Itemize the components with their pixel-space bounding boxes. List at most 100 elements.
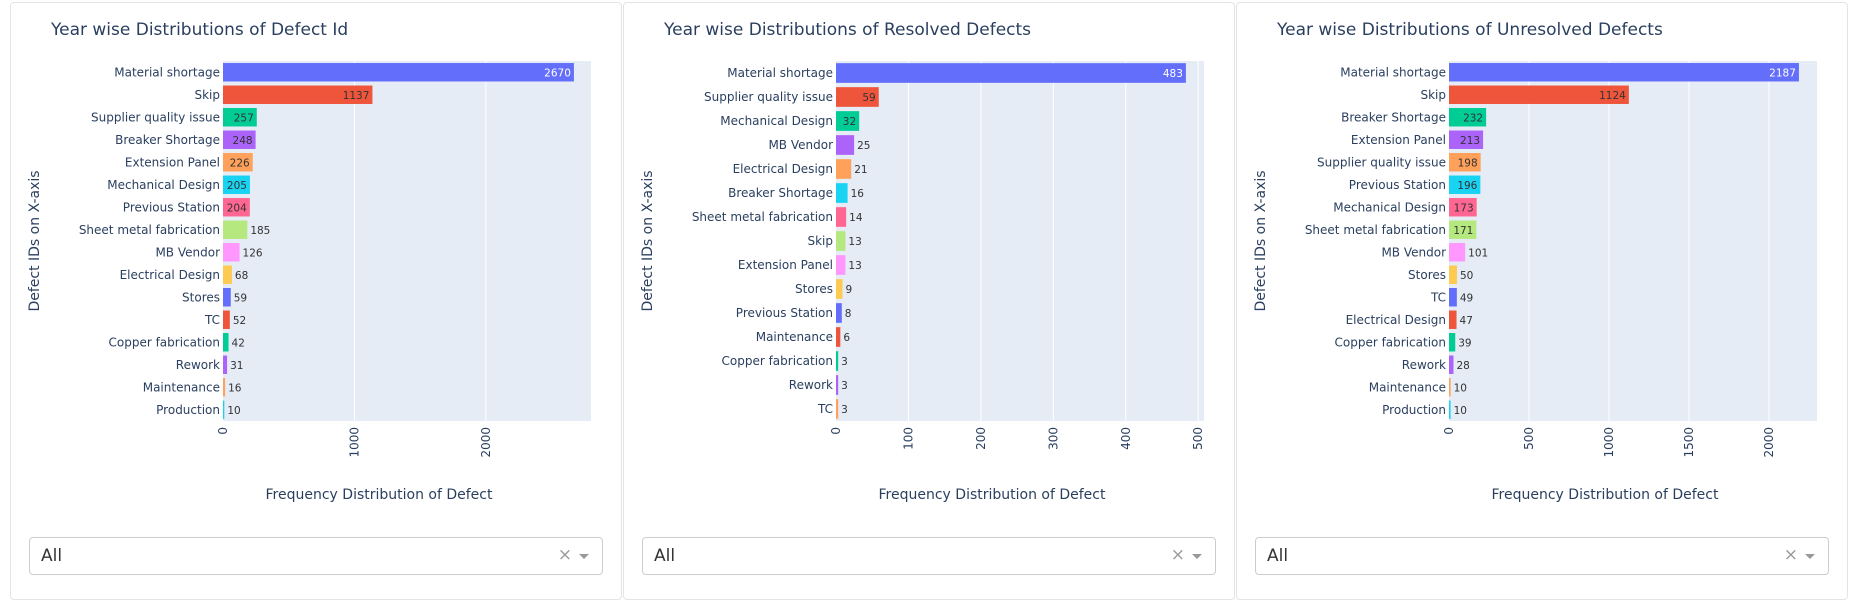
bar[interactable] [836, 351, 839, 371]
plot-area [836, 61, 1204, 421]
bar[interactable] [223, 355, 228, 374]
data-label: 16 [851, 188, 865, 200]
year-dropdown[interactable]: All × [642, 537, 1216, 575]
data-label: 2187 [1769, 67, 1796, 79]
y-tick-label: Rework [176, 358, 220, 372]
bar[interactable] [836, 135, 855, 155]
x-tick-label: 400 [1119, 427, 1133, 450]
y-tick-label: Maintenance [143, 380, 220, 394]
bar[interactable] [223, 265, 232, 284]
dropdown-value: All [654, 546, 676, 566]
y-tick-label: Skip [807, 234, 833, 248]
y-tick-label: TC [1430, 290, 1446, 304]
chevron-down-icon[interactable] [579, 554, 589, 559]
data-label: 198 [1458, 157, 1478, 169]
data-label: 8 [845, 308, 852, 320]
data-label: 2670 [544, 67, 571, 79]
plot-area [1449, 61, 1817, 421]
bar[interactable] [1449, 355, 1454, 374]
x-tick-label: 1500 [1682, 427, 1696, 458]
bar[interactable] [223, 153, 253, 172]
bar[interactable] [1449, 288, 1457, 307]
data-label: 10 [227, 405, 240, 417]
chevron-down-icon[interactable] [1805, 554, 1815, 559]
bar[interactable] [1449, 265, 1457, 284]
bar[interactable] [223, 288, 231, 307]
data-label: 483 [1163, 68, 1183, 80]
bar[interactable] [836, 183, 848, 203]
bar[interactable] [1449, 198, 1477, 217]
bar[interactable] [1449, 220, 1477, 239]
bar[interactable] [223, 108, 257, 127]
bar[interactable] [223, 220, 248, 239]
bar[interactable] [836, 231, 846, 251]
bar[interactable] [836, 159, 852, 179]
data-label: 21 [854, 164, 867, 176]
bar[interactable] [836, 327, 841, 347]
data-label: 126 [243, 247, 263, 259]
y-tick-label: Copper fabrication [109, 335, 221, 349]
bar[interactable] [223, 85, 373, 104]
y-tick-label: Maintenance [1369, 380, 1446, 394]
clear-icon[interactable]: × [1170, 545, 1185, 565]
bar[interactable] [223, 63, 574, 82]
bar[interactable] [836, 87, 879, 107]
clear-icon[interactable]: × [557, 545, 572, 565]
bar[interactable] [223, 130, 256, 149]
bar[interactable] [836, 303, 842, 323]
x-tick-label: 0 [216, 427, 230, 435]
data-label: 196 [1457, 180, 1477, 192]
x-tick-label: 500 [1522, 427, 1536, 450]
chart-title: Year wise Distributions of Defect Id [50, 20, 348, 40]
x-axis-title: Frequency Distribution of Defect [1492, 487, 1719, 503]
bar[interactable] [836, 375, 839, 395]
bar[interactable] [223, 243, 240, 262]
bar[interactable] [1449, 153, 1481, 172]
bar[interactable] [836, 399, 839, 419]
bar[interactable] [223, 175, 250, 194]
data-label: 248 [233, 135, 253, 147]
x-tick-label: 2000 [1762, 427, 1776, 458]
y-tick-label: Sheet metal fabrication [692, 210, 833, 224]
y-axis-title: Defect IDs on X-axis [640, 170, 656, 311]
bar[interactable] [836, 111, 860, 131]
data-label: 59 [234, 292, 247, 304]
y-tick-label: Skip [1420, 88, 1446, 102]
data-label: 59 [862, 92, 875, 104]
bar[interactable] [836, 279, 843, 299]
chevron-down-icon[interactable] [1192, 554, 1202, 559]
y-tick-label: Skip [194, 88, 220, 102]
bar[interactable] [1449, 310, 1457, 329]
data-label: 49 [1460, 292, 1473, 304]
bar[interactable] [1449, 243, 1466, 262]
bar[interactable] [223, 378, 226, 397]
bar[interactable] [1449, 63, 1799, 82]
bar[interactable] [223, 310, 230, 329]
year-dropdown[interactable]: All × [1255, 537, 1829, 575]
bar[interactable] [836, 63, 1186, 83]
data-label: 205 [227, 180, 247, 192]
data-label: 9 [846, 284, 853, 296]
y-tick-label: Extension Panel [125, 155, 220, 169]
chart-title: Year wise Distributions of Unresolved De… [1276, 20, 1663, 40]
data-label: 101 [1468, 247, 1488, 259]
data-label: 6 [843, 332, 850, 344]
year-dropdown[interactable]: All × [29, 537, 603, 575]
y-tick-label: Sheet metal fabrication [79, 223, 220, 237]
clear-icon[interactable]: × [1783, 545, 1798, 565]
bar[interactable] [223, 198, 250, 217]
bar[interactable] [1449, 333, 1456, 352]
bar[interactable] [223, 333, 229, 352]
bar[interactable] [1449, 130, 1484, 149]
bar[interactable] [1449, 175, 1481, 194]
bar[interactable] [1449, 400, 1451, 419]
bar[interactable] [836, 255, 846, 275]
y-tick-label: Extension Panel [738, 258, 833, 272]
x-tick-label: 300 [1046, 427, 1060, 450]
bar[interactable] [1449, 378, 1451, 397]
bar[interactable] [1449, 108, 1487, 127]
bar[interactable] [1449, 85, 1629, 104]
data-label: 42 [232, 337, 245, 349]
bar[interactable] [836, 207, 847, 227]
bar[interactable] [223, 400, 225, 419]
